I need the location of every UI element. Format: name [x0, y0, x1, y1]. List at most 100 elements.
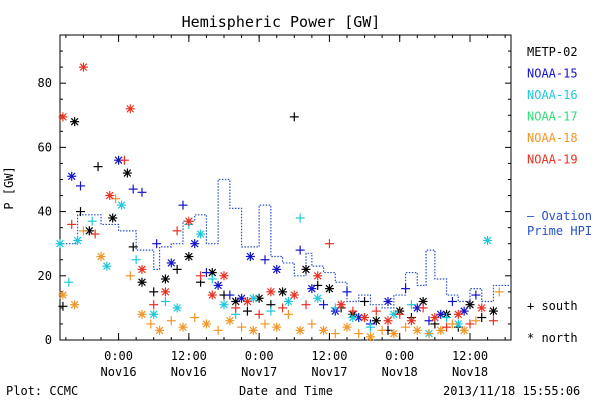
data-point [245, 252, 255, 262]
data-point [248, 325, 258, 335]
data-point [90, 229, 100, 239]
data-point [365, 332, 375, 342]
data-point [494, 287, 504, 297]
data-point [70, 117, 80, 127]
data-point [207, 290, 217, 300]
data-point [128, 184, 138, 194]
data-point [137, 187, 147, 197]
x-tick-label-time: 12:00 [311, 349, 347, 363]
data-point [58, 301, 68, 311]
data-point [131, 255, 141, 265]
data-point [477, 313, 487, 323]
data-point [365, 322, 375, 332]
data-point [442, 322, 452, 332]
footer-timestamp: 2013/11/18 15:55:06 [443, 384, 580, 398]
data-point [73, 235, 83, 245]
data-point [395, 309, 405, 319]
data-point [117, 200, 126, 210]
data-point [483, 235, 493, 245]
data-point [453, 309, 463, 319]
y-tick-label: 20 [38, 269, 52, 283]
y-tick-label: 80 [38, 76, 52, 90]
data-point [67, 171, 77, 181]
x-tick-label-date: Nov18 [382, 365, 418, 379]
data-point [58, 112, 68, 122]
marker-key-entry: + south [527, 299, 578, 313]
data-point [371, 306, 381, 316]
data-point [160, 287, 170, 297]
x-tick-label-time: 12:00 [452, 349, 488, 363]
data-point [360, 313, 370, 323]
x-tick-label-date: Nov17 [311, 365, 347, 379]
data-point [412, 325, 422, 335]
marker-key: + south * north [527, 299, 578, 345]
data-point [389, 329, 399, 339]
legend-entry: NOAA-19 [527, 153, 578, 167]
data-point [225, 316, 235, 326]
data-point [137, 277, 147, 287]
data-point [96, 252, 106, 262]
data-point [102, 261, 112, 271]
data-point [465, 319, 475, 329]
data-point [149, 300, 159, 310]
data-point [172, 303, 182, 313]
data-point [213, 280, 223, 290]
data-point [219, 271, 229, 281]
data-point [313, 293, 323, 303]
data-point [324, 284, 334, 294]
legend-entry: NOAA-17 [527, 110, 578, 124]
data-point [436, 325, 446, 335]
x-tick-label-time: 0:00 [245, 349, 274, 363]
x-axis-ticks: 0:00 Nov16 12:00 Nov16 0:00 Nov17 12:00 Nov17 0:… [65, 35, 506, 379]
y-axis-ticks: 0 20 40 60 80 [38, 50, 511, 347]
data-point [301, 300, 311, 310]
data-point [76, 207, 85, 217]
data-point [307, 319, 317, 329]
data-point [190, 239, 200, 249]
data-point [278, 303, 288, 313]
data-point [70, 300, 80, 310]
x-tick-label-date: Nov17 [241, 365, 277, 379]
data-point [477, 303, 487, 313]
data-point [64, 277, 74, 287]
data-point [125, 271, 135, 281]
y-tick-label: 0 [45, 333, 52, 347]
data-point [436, 309, 446, 319]
x-tick-label-time: 0:00 [385, 349, 414, 363]
data-point [430, 313, 440, 323]
data-point [196, 229, 206, 239]
data-point [447, 296, 457, 306]
data-point [272, 264, 282, 274]
data-point [377, 325, 387, 335]
data-point [266, 306, 276, 316]
data-point [149, 287, 159, 297]
data-point [471, 290, 481, 300]
x-tick-label-date: Nov18 [452, 365, 488, 379]
data-point [242, 296, 252, 306]
data-points [55, 62, 504, 342]
data-point [105, 191, 115, 201]
data-point [137, 264, 147, 274]
ovation-label-line1: — Ovation [527, 209, 592, 223]
data-point [295, 213, 305, 223]
data-point [336, 300, 346, 310]
data-point [260, 319, 270, 329]
legend-entry: NOAA-15 [527, 67, 578, 81]
data-point [342, 322, 352, 332]
data-point [330, 329, 340, 339]
data-point [406, 300, 416, 310]
data-point [201, 268, 211, 278]
data-point [289, 290, 299, 300]
data-point [178, 200, 188, 210]
data-point [128, 242, 138, 252]
data-point [242, 306, 252, 316]
data-point [160, 296, 170, 306]
data-point [93, 162, 103, 172]
data-point [231, 303, 241, 313]
data-point [155, 325, 165, 335]
data-point [289, 112, 299, 122]
plot-frame [59, 34, 512, 341]
data-point [166, 316, 176, 326]
data-point [213, 325, 223, 335]
